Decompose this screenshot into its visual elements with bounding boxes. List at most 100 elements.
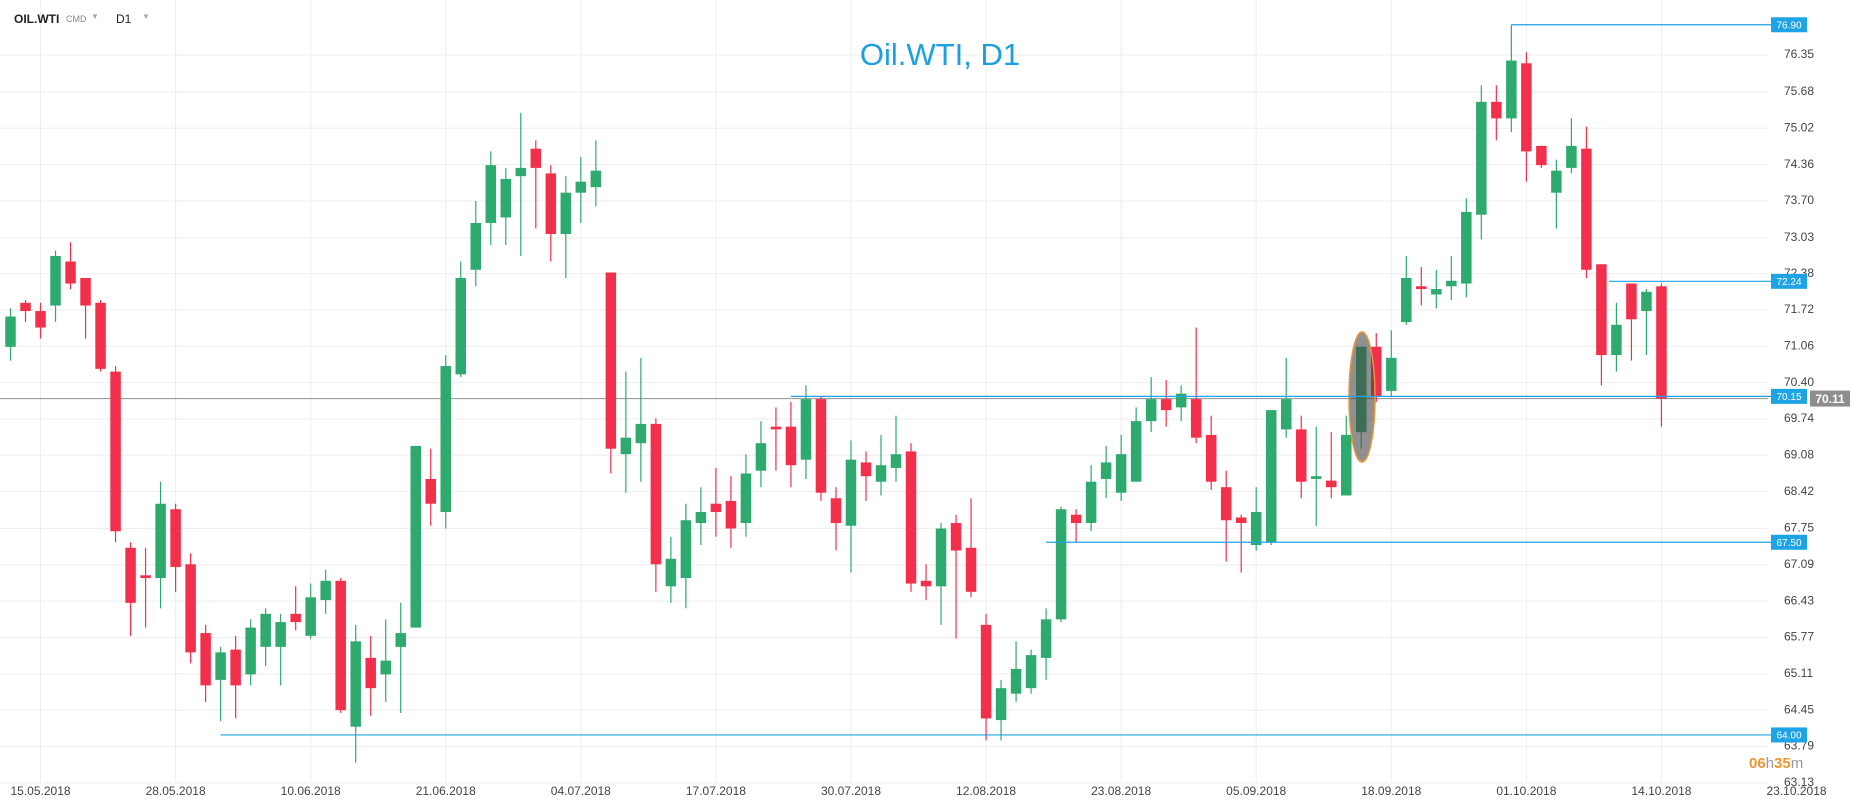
market-caret[interactable]: ▼: [91, 12, 99, 21]
candle-body: [1506, 60, 1517, 119]
candle-body: [935, 528, 947, 587]
level-box: [1771, 727, 1807, 743]
x-tick-label: 12.08.2018: [956, 784, 1016, 798]
candle-body: [1461, 211, 1472, 284]
axis: 76.3575.6875.0274.3673.7073.0372.3871.72…: [10, 17, 1850, 798]
candle-body: [995, 688, 1007, 721]
interval[interactable]: D1: [116, 12, 132, 26]
candle-body: [1295, 429, 1307, 482]
level-box: [1771, 17, 1807, 33]
candle-body: [170, 509, 181, 568]
candle-body: [545, 173, 557, 234]
level-label: 64.00: [1776, 731, 1801, 742]
candle-body: [1611, 324, 1622, 356]
last-price-box: [1810, 390, 1850, 407]
candle-body: [1446, 280, 1457, 287]
candle-body: [1175, 393, 1187, 408]
y-tick-label: 67.09: [1784, 557, 1814, 571]
candle-body: [305, 597, 316, 636]
level-box: [1771, 273, 1807, 289]
y-tick-label: 73.70: [1784, 193, 1814, 207]
candle-body: [755, 443, 767, 471]
candle-body: [1566, 145, 1577, 168]
y-tick-label: 69.08: [1784, 447, 1814, 461]
candle-body: [470, 222, 482, 270]
plot: [5, 24, 1667, 763]
candle-body: [665, 558, 677, 587]
interval-caret[interactable]: ▼: [142, 12, 150, 21]
candle-body: [110, 371, 121, 532]
candle-body: [605, 272, 617, 449]
timer-h: h: [1766, 755, 1774, 772]
y-tick-label: 64.45: [1784, 702, 1814, 716]
candle-body: [890, 454, 902, 468]
candle-body: [1190, 399, 1202, 438]
x-tick-label: 04.07.2018: [551, 784, 611, 798]
candle-body: [275, 622, 286, 647]
timer-hours: 06: [1749, 755, 1766, 772]
candle-body: [635, 423, 647, 444]
level-label: 67.50: [1776, 538, 1801, 549]
candle-body: [695, 511, 707, 523]
candle-body: [785, 426, 797, 466]
symbol[interactable]: OIL.WTI: [14, 12, 60, 26]
candle-body: [1160, 399, 1172, 411]
candle-body: [710, 503, 722, 512]
y-tick-label: 67.75: [1784, 521, 1814, 535]
candle-body: [80, 278, 91, 306]
candle-body: [1040, 619, 1052, 658]
timer-minutes: 35: [1774, 755, 1791, 772]
chart-title: Oil.WTI, D1: [860, 37, 1020, 72]
candle-body: [1641, 291, 1652, 312]
y-tick-label: 68.42: [1784, 484, 1814, 498]
y-tick-label: 74.36: [1784, 157, 1814, 171]
candle-body: [395, 633, 406, 647]
candle-body: [830, 498, 842, 523]
candle-body: [530, 148, 542, 168]
candle-body: [1280, 399, 1292, 430]
candle-body: [1476, 101, 1487, 215]
x-tick-label: 30.07.2018: [821, 784, 881, 798]
candle-body: [1220, 487, 1232, 521]
candle-body: [1235, 517, 1247, 523]
timer-m: m: [1791, 755, 1804, 772]
level-box: [1771, 388, 1807, 404]
candle-body: [1010, 668, 1022, 694]
candle-body: [575, 181, 587, 193]
x-tick-label: 23.08.2018: [1091, 784, 1151, 798]
candle-body: [245, 627, 256, 675]
y-tick-label: 75.02: [1784, 120, 1814, 134]
x-tick-label: 18.09.2018: [1361, 784, 1421, 798]
candle-body: [1145, 399, 1157, 422]
x-tick-label: 23.10.2018: [1766, 784, 1826, 798]
level-label: 72.24: [1776, 277, 1801, 288]
candle-body: [1386, 357, 1397, 391]
y-tick-label: 73.03: [1784, 230, 1814, 244]
y-tick-label: 69.74: [1784, 411, 1814, 425]
level-box: [1771, 534, 1807, 550]
candle-body: [1581, 148, 1592, 270]
candle-body: [1416, 286, 1427, 290]
level-label: 70.15: [1776, 392, 1801, 403]
candle-body: [215, 652, 226, 680]
candle-body: [425, 478, 436, 504]
candle-body: [1626, 283, 1637, 320]
candle-body: [1371, 346, 1382, 397]
x-tick-label: 21.06.2018: [416, 784, 476, 798]
candle-body: [965, 547, 977, 592]
candle-body: [1115, 454, 1127, 493]
candle-body: [1100, 462, 1112, 479]
candle-body: [95, 302, 106, 369]
candle-body: [485, 165, 497, 223]
candle-body: [1596, 264, 1607, 356]
candle-body: [1025, 655, 1037, 689]
y-tick-label: 63.13: [1784, 775, 1814, 789]
x-tick-label: 15.05.2018: [10, 784, 70, 798]
market[interactable]: CMD: [66, 14, 87, 24]
x-tick-label: 01.10.2018: [1496, 784, 1556, 798]
y-tick-label: 76.35: [1784, 47, 1814, 61]
candle-body: [1401, 278, 1412, 323]
candle-body: [650, 423, 662, 565]
